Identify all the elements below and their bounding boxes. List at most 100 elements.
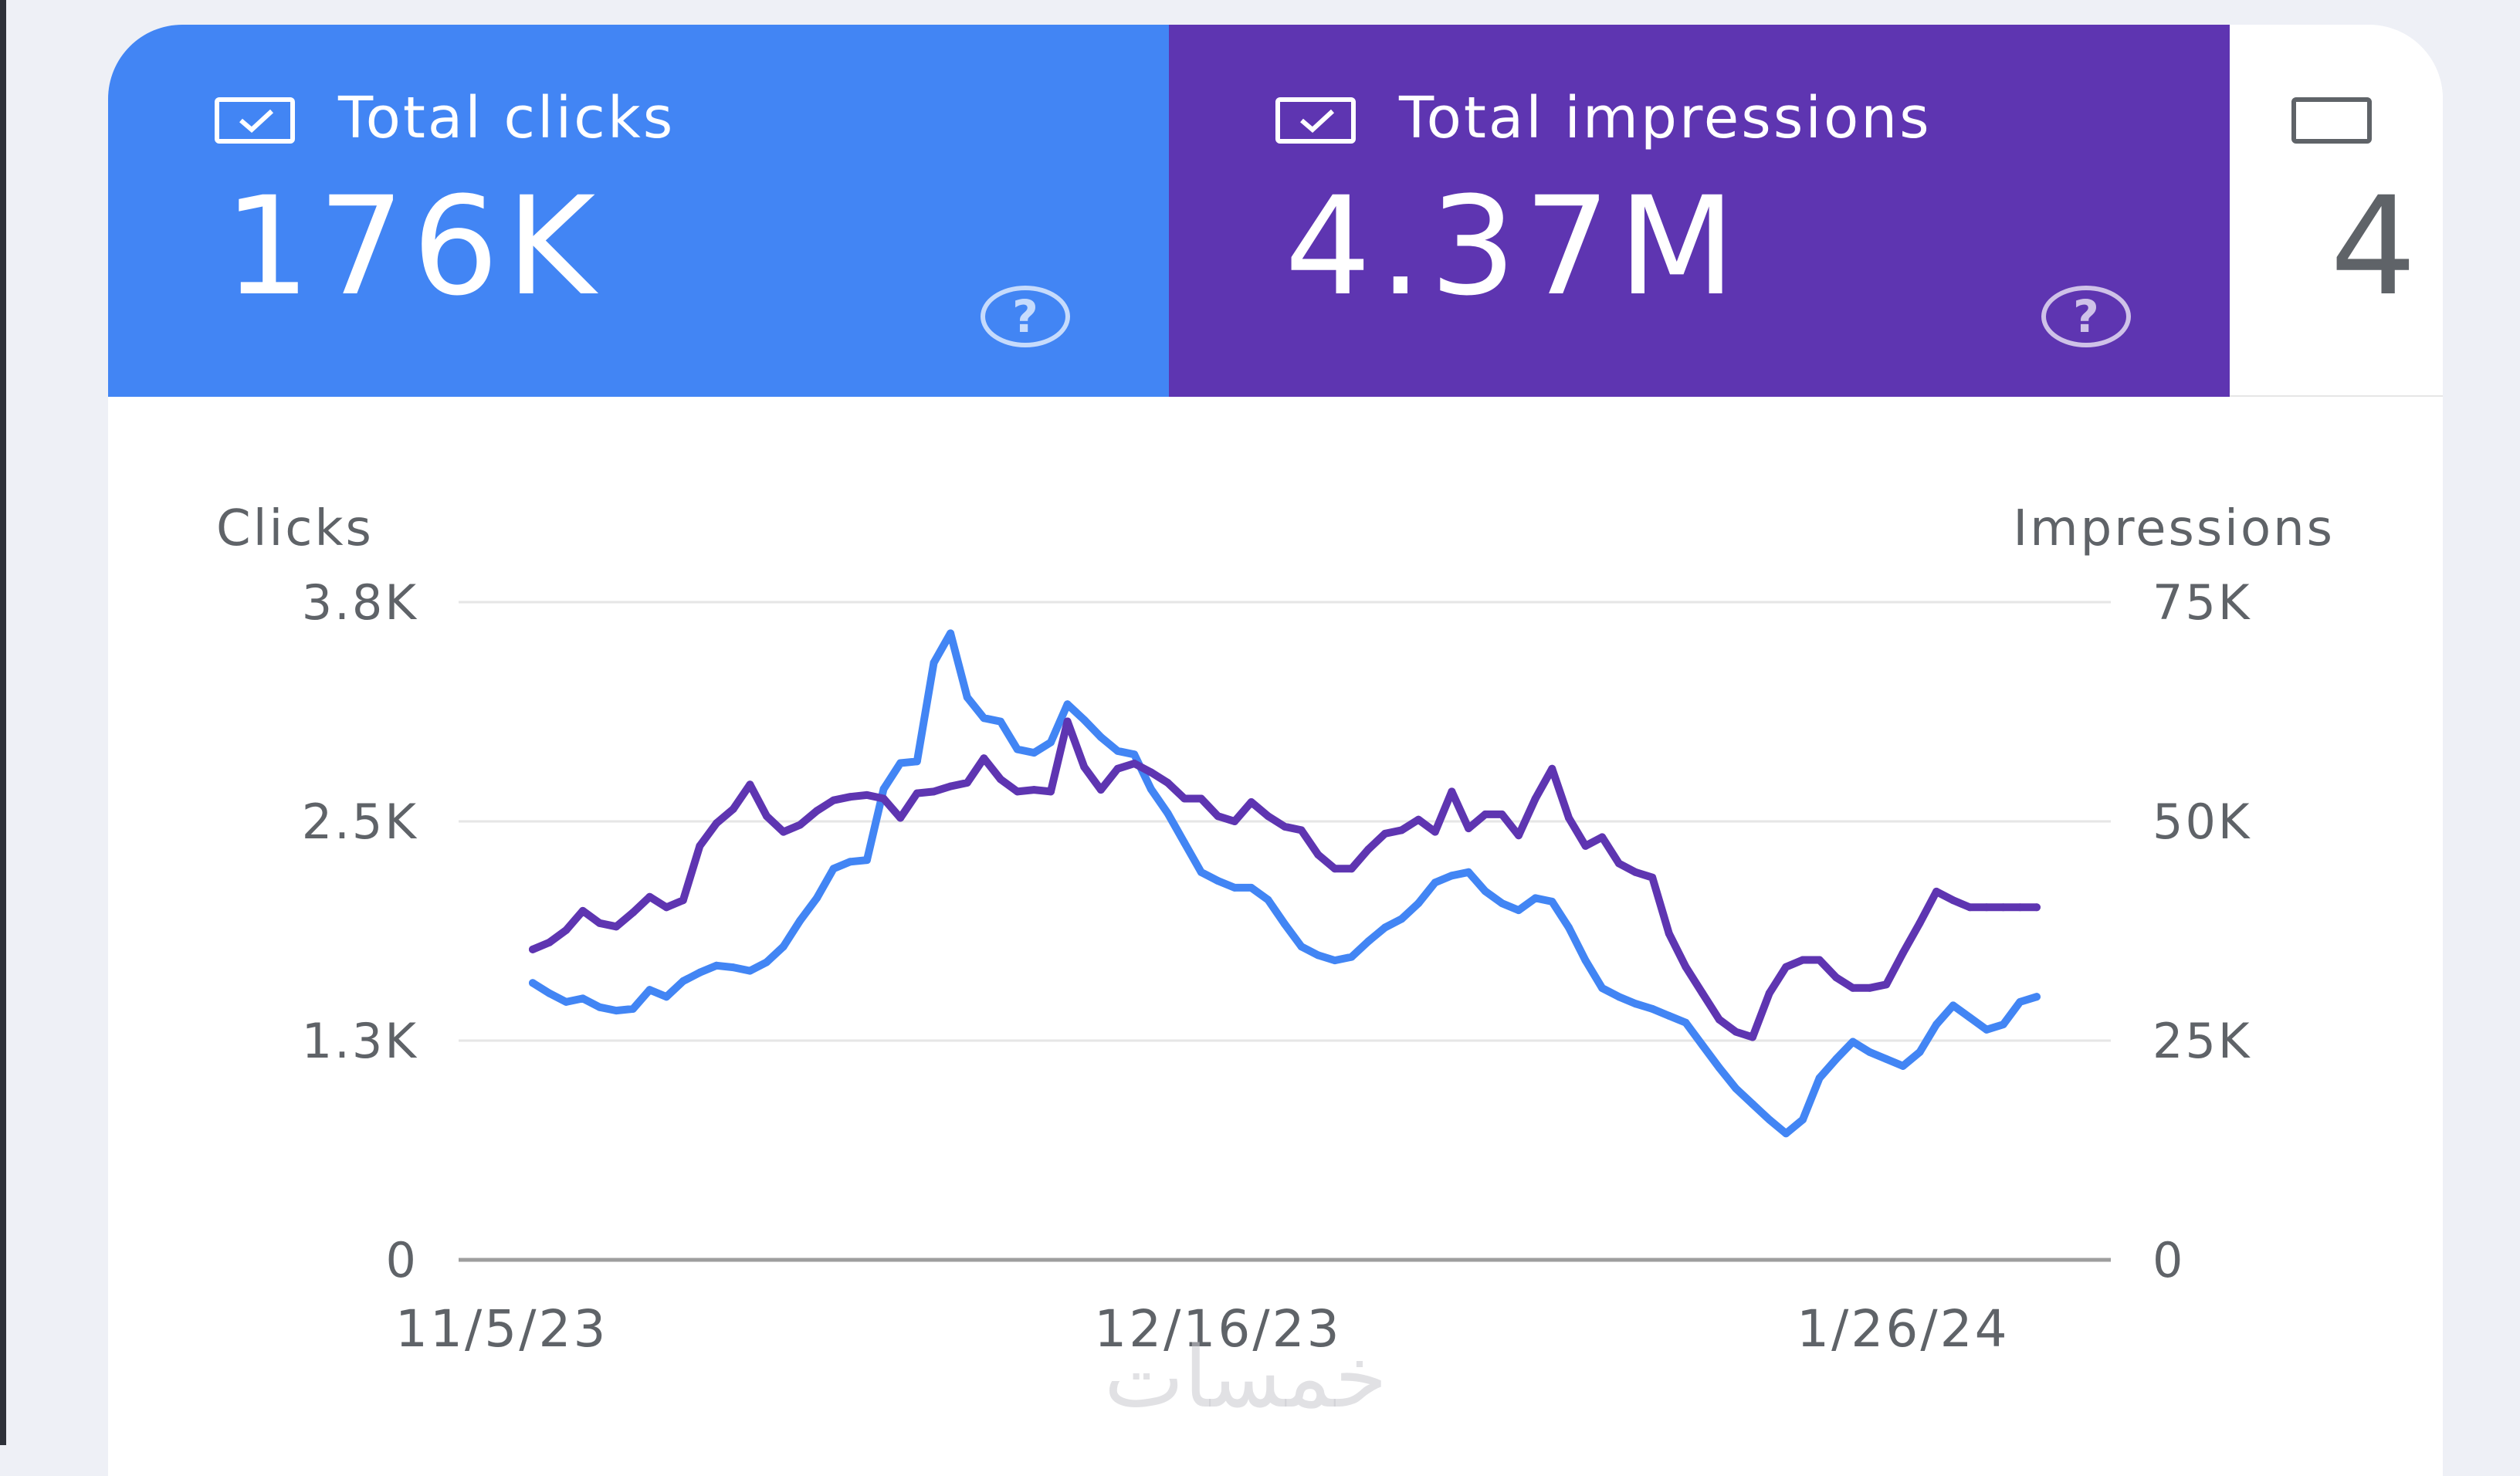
data-point-clicks	[1297, 943, 1306, 951]
data-point-clicks	[1732, 1085, 1740, 1092]
y-left-tick-label: 2.5K	[302, 794, 418, 850]
data-point-impressions	[1682, 963, 1690, 971]
checkbox-unchecked-icon[interactable]	[2291, 97, 2372, 144]
data-point-clicks	[595, 1003, 604, 1011]
data-point-impressions	[1330, 865, 1339, 873]
data-point-impressions	[679, 896, 687, 905]
data-point-impressions	[645, 892, 654, 901]
data-point-clicks	[1865, 1048, 1874, 1056]
data-point-clicks	[763, 958, 771, 967]
data-point-clicks	[545, 989, 554, 997]
data-point-impressions	[1531, 794, 1539, 803]
data-point-impressions	[1431, 828, 1439, 836]
average-ctr-tile[interactable]: 4	[2230, 25, 2443, 397]
data-point-clicks	[1715, 1064, 1723, 1072]
total-impressions-value: 4.37M	[1285, 168, 1743, 326]
data-point-impressions	[1765, 989, 1773, 997]
y-left-tick-label: 3.8K	[302, 574, 418, 631]
data-point-clicks	[1548, 897, 1556, 906]
data-point-clicks	[1581, 956, 1590, 965]
data-point-impressions	[1264, 812, 1272, 821]
data-point-impressions	[1915, 919, 1924, 927]
data-point-clicks	[1531, 894, 1539, 902]
data-point-impressions	[879, 794, 888, 803]
data-point-impressions	[1247, 798, 1255, 806]
data-point-clicks	[1080, 716, 1089, 724]
data-point-clicks	[1915, 1048, 1924, 1056]
data-point-clicks	[1631, 1000, 1640, 1008]
data-point-impressions	[1281, 822, 1289, 831]
data-point-impressions	[1648, 873, 1657, 882]
data-point-clicks	[1364, 937, 1373, 946]
total-clicks-tile[interactable]: Total clicks 176K ?	[108, 25, 1169, 397]
data-point-clicks	[1882, 1055, 1891, 1063]
data-point-impressions	[1565, 814, 1573, 822]
data-point-impressions	[980, 754, 988, 763]
data-point-clicks	[662, 993, 671, 1001]
data-point-impressions	[1932, 887, 1941, 895]
data-point-impressions	[628, 909, 637, 917]
data-point-impressions	[1465, 824, 1473, 833]
data-point-impressions	[1414, 815, 1423, 824]
data-point-clicks	[1966, 1014, 1974, 1022]
data-point-impressions	[1815, 956, 1824, 964]
data-point-impressions	[1966, 903, 1974, 912]
y-right-axis-label: Impressions	[2013, 500, 2335, 557]
data-point-clicks	[1231, 883, 1239, 892]
data-point-clicks	[1782, 1129, 1790, 1138]
data-point-clicks	[562, 997, 571, 1006]
data-point-impressions	[1013, 787, 1021, 796]
data-point-impressions	[1130, 760, 1139, 767]
data-point-clicks	[1765, 1115, 1773, 1124]
data-point-clicks	[862, 856, 871, 865]
data-point-impressions	[1983, 903, 1991, 912]
data-point-clicks	[1481, 887, 1489, 895]
performance-card: Total clicks 176K ? Total impressions 4.…	[108, 25, 2443, 1476]
data-point-impressions	[1898, 949, 1907, 957]
data-point-clicks	[846, 858, 855, 866]
data-point-clicks	[1264, 895, 1272, 904]
data-point-clicks	[980, 714, 988, 723]
data-point-clicks	[1347, 953, 1356, 961]
y-right-tick-label: 75K	[2152, 574, 2252, 631]
data-point-clicks	[1848, 1038, 1857, 1046]
data-point-impressions	[1197, 794, 1205, 803]
data-point-clicks	[1932, 1021, 1941, 1029]
average-ctr-value: 4	[2330, 168, 2424, 326]
data-point-clicks	[1699, 1041, 1707, 1049]
data-point-impressions	[862, 790, 871, 799]
data-point-impressions	[913, 789, 921, 797]
data-point-impressions	[1949, 896, 1957, 905]
data-point-clicks	[645, 986, 654, 994]
data-point-clicks	[1330, 956, 1339, 965]
data-point-impressions	[1163, 779, 1172, 787]
data-point-clicks	[679, 977, 687, 985]
data-point-clicks	[1598, 984, 1607, 992]
checkbox-checked-icon[interactable]	[215, 97, 295, 144]
data-point-clicks	[879, 785, 888, 794]
data-point-clicks	[1047, 738, 1055, 746]
data-point-impressions	[578, 906, 587, 915]
data-point-impressions	[1631, 868, 1640, 876]
data-point-impressions	[1732, 1027, 1740, 1036]
data-point-impressions	[796, 821, 804, 829]
total-impressions-tile[interactable]: Total impressions 4.37M ?	[1169, 25, 2230, 397]
data-point-clicks	[1832, 1055, 1841, 1063]
y-right-tick-label: 50K	[2152, 794, 2252, 850]
total-clicks-value: 176K	[224, 168, 604, 326]
data-point-clicks	[612, 1007, 621, 1015]
data-point-clicks	[1898, 1061, 1907, 1070]
data-point-impressions	[1548, 764, 1556, 773]
checkbox-checked-icon[interactable]	[1275, 97, 1356, 144]
help-icon[interactable]: ?	[981, 286, 1070, 347]
data-point-clicks	[2016, 997, 2024, 1006]
y-right-tick-label: 25K	[2152, 1013, 2252, 1069]
series-line-impressions	[529, 717, 2041, 1041]
data-point-impressions	[1799, 956, 1807, 964]
data-point-clicks	[1281, 920, 1289, 928]
data-point-clicks	[2033, 993, 2041, 1001]
data-point-impressions	[612, 922, 621, 931]
data-point-impressions	[1498, 810, 1506, 818]
help-icon[interactable]: ?	[2041, 286, 2131, 347]
data-point-impressions	[1448, 787, 1456, 796]
